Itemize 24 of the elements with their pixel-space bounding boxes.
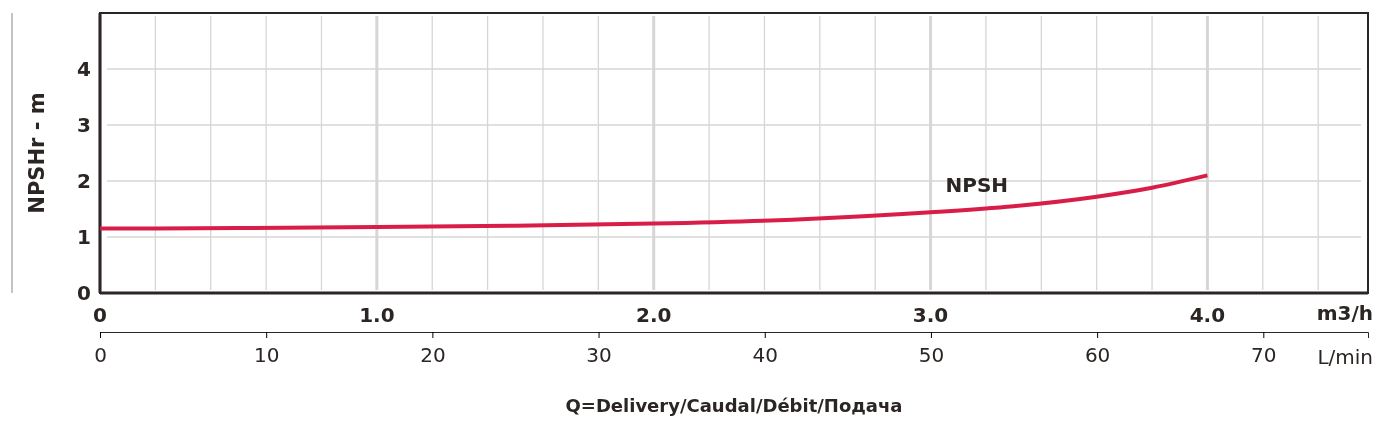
x-axis-title: m3/h <box>1316 301 1373 325</box>
y-axis-title: NPSHr - m <box>25 92 49 214</box>
x2-tick-label: 10 <box>253 343 280 368</box>
series-label: NPSH <box>945 173 1009 198</box>
y-tick-label: 0 <box>77 281 91 305</box>
x-tick-label: 1.0 <box>359 303 395 327</box>
x2-tick-label: 0 <box>94 343 107 368</box>
y-tick-label: 4 <box>77 57 91 81</box>
x2-axis-title: L/min <box>1317 345 1373 369</box>
y-tick-label: 1 <box>77 225 91 249</box>
x-tick-label: 3.0 <box>912 303 949 327</box>
x2-tick-label: 20 <box>420 343 446 368</box>
y-tick-label: 3 <box>77 113 91 137</box>
x2-tick-label: 30 <box>586 343 612 368</box>
y-tick-label: 2 <box>77 169 91 193</box>
x2-tick-label: 70 <box>1251 343 1277 368</box>
x-tick-label: 4.0 <box>1189 303 1226 327</box>
x2-tick-label: 40 <box>752 343 778 368</box>
text: Q=Delivery/Caudal/Débit/Подача <box>565 395 903 416</box>
line-series <box>98 173 1210 231</box>
x-tick-label: 2.0 <box>635 303 672 327</box>
x2-tick-label: 60 <box>1084 343 1111 368</box>
x-tick-label: 0 <box>93 303 107 327</box>
x2-tick-label: 50 <box>918 343 945 368</box>
